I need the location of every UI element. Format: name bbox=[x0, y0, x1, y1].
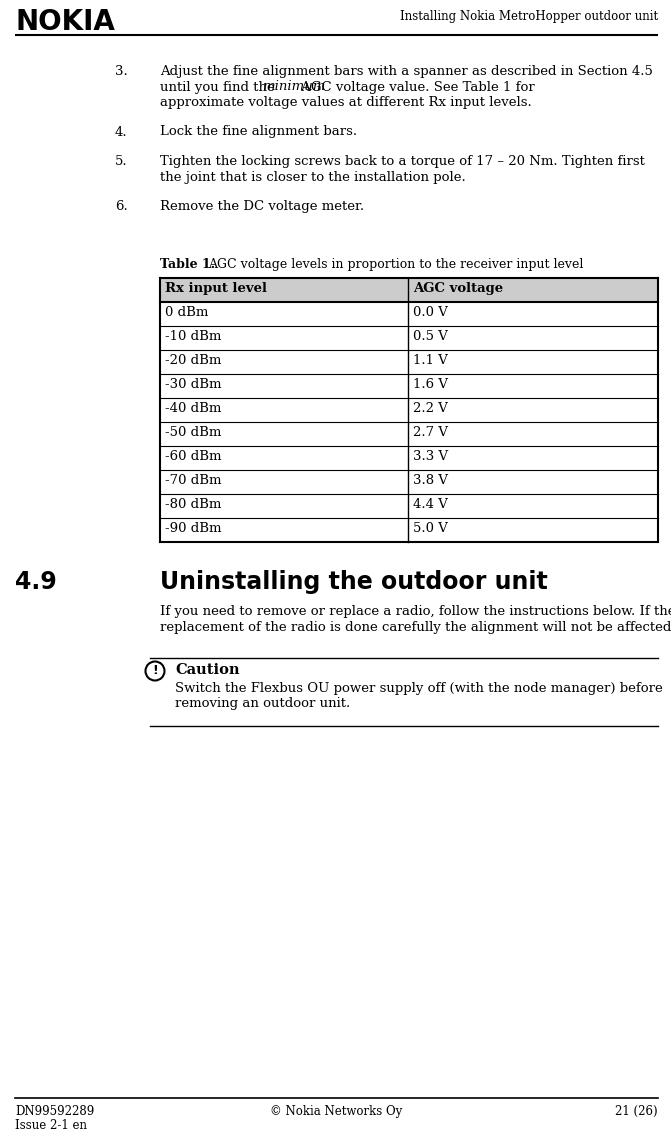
Text: approximate voltage values at different Rx input levels.: approximate voltage values at different … bbox=[160, 96, 531, 108]
Text: -20 dBm: -20 dBm bbox=[165, 354, 221, 367]
Text: Adjust the fine alignment bars with a spanner as described in Section 4.5: Adjust the fine alignment bars with a sp… bbox=[160, 66, 653, 78]
Text: AGC voltage levels in proportion to the receiver input level: AGC voltage levels in proportion to the … bbox=[208, 258, 583, 271]
Text: Tighten the locking screws back to a torque of 17 – 20 Nm. Tighten first: Tighten the locking screws back to a tor… bbox=[160, 155, 645, 168]
Text: 0.0 V: 0.0 V bbox=[413, 306, 448, 319]
Text: Uninstalling the outdoor unit: Uninstalling the outdoor unit bbox=[160, 570, 548, 594]
Text: 4.4 V: 4.4 V bbox=[413, 498, 448, 511]
Text: AGC voltage: AGC voltage bbox=[413, 282, 503, 295]
Text: If you need to remove or replace a radio, follow the instructions below. If the: If you need to remove or replace a radio… bbox=[160, 605, 671, 618]
Text: -30 dBm: -30 dBm bbox=[165, 379, 221, 391]
Text: 1.1 V: 1.1 V bbox=[413, 354, 448, 367]
Text: AGC voltage value. See Table 1 for: AGC voltage value. See Table 1 for bbox=[297, 80, 534, 94]
Text: -80 dBm: -80 dBm bbox=[165, 498, 221, 511]
Text: 5.: 5. bbox=[115, 155, 127, 168]
Text: !: ! bbox=[152, 664, 158, 678]
Text: Lock the fine alignment bars.: Lock the fine alignment bars. bbox=[160, 125, 357, 139]
Text: removing an outdoor unit.: removing an outdoor unit. bbox=[175, 697, 350, 711]
Text: Installing Nokia MetroHopper outdoor unit: Installing Nokia MetroHopper outdoor uni… bbox=[400, 10, 658, 23]
Text: 3.: 3. bbox=[115, 66, 127, 78]
Text: minimum: minimum bbox=[262, 80, 325, 94]
Text: -50 dBm: -50 dBm bbox=[165, 426, 221, 438]
Text: -10 dBm: -10 dBm bbox=[165, 330, 221, 344]
Bar bbox=[160, 278, 658, 302]
Text: © Nokia Networks Oy: © Nokia Networks Oy bbox=[270, 1105, 402, 1118]
Text: 4.: 4. bbox=[115, 125, 127, 139]
Text: -60 dBm: -60 dBm bbox=[165, 450, 221, 463]
Text: until you find the: until you find the bbox=[160, 80, 279, 94]
Text: 1.6 V: 1.6 V bbox=[413, 379, 448, 391]
Text: Switch the Flexbus OU power supply off (with the node manager) before: Switch the Flexbus OU power supply off (… bbox=[175, 683, 663, 695]
Text: 5.0 V: 5.0 V bbox=[413, 522, 448, 534]
Text: Table 1.: Table 1. bbox=[160, 258, 215, 271]
Text: replacement of the radio is done carefully the alignment will not be affected.: replacement of the radio is done careful… bbox=[160, 620, 671, 634]
Text: 2.7 V: 2.7 V bbox=[413, 426, 448, 438]
Text: 2.2 V: 2.2 V bbox=[413, 402, 448, 415]
Text: the joint that is closer to the installation pole.: the joint that is closer to the installa… bbox=[160, 171, 466, 183]
Text: 6.: 6. bbox=[115, 200, 127, 212]
Text: NOKIA: NOKIA bbox=[15, 8, 115, 36]
Text: 3.8 V: 3.8 V bbox=[413, 473, 448, 487]
Text: 0 dBm: 0 dBm bbox=[165, 306, 209, 319]
Text: -70 dBm: -70 dBm bbox=[165, 473, 221, 487]
Text: 21 (26): 21 (26) bbox=[615, 1105, 658, 1118]
Text: DN99592289: DN99592289 bbox=[15, 1105, 94, 1118]
Text: 0.5 V: 0.5 V bbox=[413, 330, 448, 344]
Text: Rx input level: Rx input level bbox=[165, 282, 267, 295]
Text: Issue 2-1 en: Issue 2-1 en bbox=[15, 1119, 87, 1130]
Text: 3.3 V: 3.3 V bbox=[413, 450, 448, 463]
Text: 4.9: 4.9 bbox=[15, 570, 57, 594]
Text: Caution: Caution bbox=[175, 663, 240, 677]
Text: -90 dBm: -90 dBm bbox=[165, 522, 221, 534]
Text: -40 dBm: -40 dBm bbox=[165, 402, 221, 415]
Text: Remove the DC voltage meter.: Remove the DC voltage meter. bbox=[160, 200, 364, 212]
